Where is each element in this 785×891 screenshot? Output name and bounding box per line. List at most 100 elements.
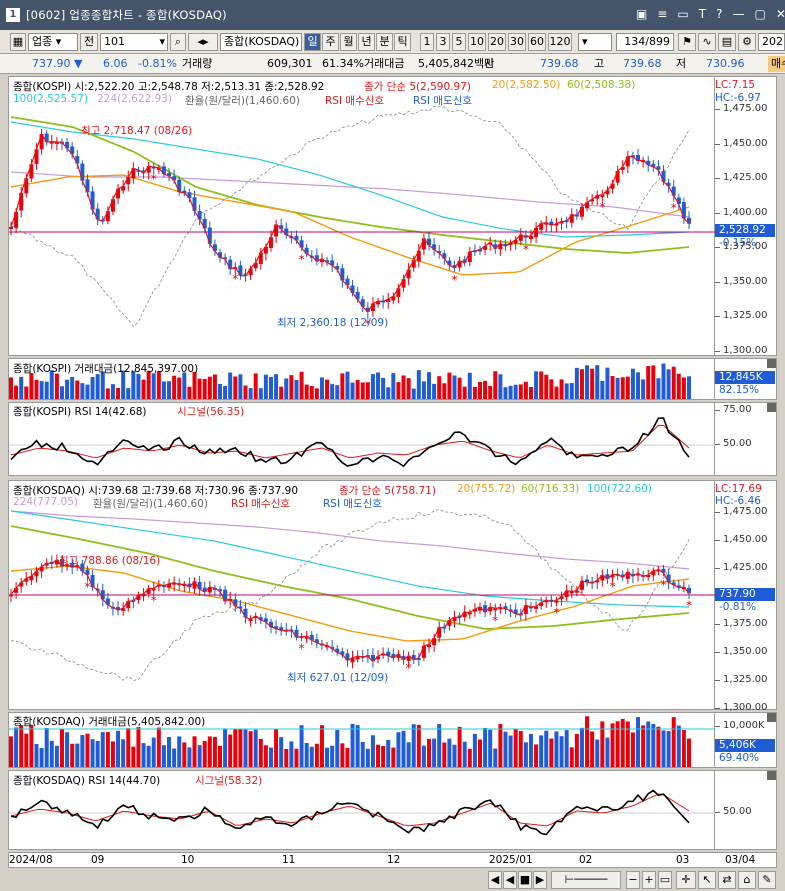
stop-icon[interactable]: ■ [518, 871, 532, 889]
kosdaq-volume-scale: 10,000K 5,406K 69.40% [715, 712, 777, 768]
ma5-line [10, 132, 690, 313]
crosshair-icon[interactable]: ✛ [676, 871, 696, 889]
period-button[interactable]: 틱 [394, 33, 411, 51]
volume-bar [116, 730, 121, 767]
candle [569, 214, 574, 223]
all-button[interactable]: 전 [80, 33, 98, 51]
next-icon[interactable]: ▶ [533, 871, 547, 889]
sound-icon[interactable]: ◂▸ [188, 33, 218, 51]
screen-icon[interactable]: ▣ [636, 7, 648, 21]
period-button[interactable]: 년 [358, 33, 375, 51]
save-icon[interactable]: ▤ [718, 33, 736, 51]
code-input[interactable]: 101 ▾ [100, 33, 168, 51]
interval-button[interactable]: 30 [508, 33, 526, 51]
nums-dropdown[interactable]: ▾ [578, 33, 612, 51]
prev-icon[interactable]: ◀ [503, 871, 517, 889]
arrow-icon[interactable]: ↖ [698, 871, 716, 889]
bookmark-icon[interactable]: ⚑ [678, 33, 696, 51]
candle [681, 587, 686, 590]
interval-button[interactable]: 20 [488, 33, 506, 51]
candle [687, 217, 691, 224]
tool-icon[interactable]: ✎ [758, 871, 776, 889]
year-field[interactable]: 2025 [758, 33, 785, 51]
period-button[interactable]: 분 [376, 33, 393, 51]
rsi-buy-signal: * [492, 613, 498, 627]
candle [100, 590, 105, 600]
candle [503, 606, 508, 609]
interval-button[interactable]: 10 [468, 33, 486, 51]
search-icon[interactable]: ⌕ [170, 33, 186, 51]
menu-icon[interactable]: ≡ [657, 7, 668, 21]
candle [569, 591, 574, 594]
candle [636, 155, 641, 161]
x-axis: 2024/08 09 10 11 12 2025/01 02 03 03/04 [8, 852, 777, 868]
kospi-volume-pane[interactable]: 종합(KOSPI) 거래대금(12,845,397.00) [8, 358, 715, 400]
candle [666, 182, 671, 187]
rsi-buy-signal: * [18, 198, 24, 212]
volume-bar [595, 739, 600, 767]
kospi-rsi-pane[interactable]: 종합(KOSPI) RSI 14(42.68) 시그널(56.35) [8, 402, 716, 476]
close-icon[interactable]: ✕ [775, 7, 785, 21]
volume-bar [49, 370, 54, 399]
volume-bar [314, 743, 319, 767]
draw-icon[interactable]: ⇄ [718, 871, 736, 889]
kospi-price-pane[interactable]: ************ 종합(KOSPI) 시:2,522.20 고:2,54… [8, 76, 716, 356]
candle [309, 634, 314, 641]
volume-bar [44, 381, 49, 399]
volume-bar [579, 727, 584, 767]
fit-icon[interactable]: ▭ [658, 871, 672, 889]
candle [416, 658, 421, 661]
kosdaq-price-pane[interactable]: ************ 종합(KOSDAQ) 시:739.68 고:739.6… [8, 480, 716, 710]
volume-bar [34, 379, 39, 399]
volume-bar [39, 381, 44, 399]
rsi-buy-signal: * [9, 481, 15, 484]
interval-button[interactable]: 1 [420, 33, 434, 51]
kosdaq-price-chart: ************ [9, 481, 716, 681]
zoom-slider[interactable]: ⊢───── [551, 871, 621, 889]
buy-button[interactable]: 매수 [768, 56, 785, 72]
kosdaq-volume-tag: 5,406K [715, 739, 775, 752]
pane-close-icon[interactable] [767, 359, 776, 368]
period-button[interactable]: 주 [322, 33, 339, 51]
window-number: 1 [6, 8, 20, 22]
volume-bar [29, 724, 34, 767]
pane-close-icon[interactable] [767, 403, 776, 412]
kosdaq-price-tick: 1,450.00 [715, 534, 768, 545]
market-select[interactable]: 업종 ▾ [28, 33, 78, 51]
kosdaq-volume-pane[interactable]: 종합(KOSDAQ) 거래대금(5,405,842.00) [8, 712, 716, 768]
maximize-icon[interactable]: ▢ [754, 7, 766, 21]
kosdaq-rsi-pane[interactable]: 종합(KOSDAQ) RSI 14(44.70) 시그널(58.32) [8, 770, 716, 850]
volume-bar [161, 745, 166, 767]
zoom-out-icon[interactable]: − [626, 871, 640, 889]
volume-bar [457, 377, 462, 399]
rsi-buy-signal: * [299, 253, 305, 267]
kospi-lc: LC:7.15 [715, 79, 756, 91]
pane-close-icon[interactable] [767, 713, 776, 722]
chart-type-icon[interactable]: ∿ [698, 33, 716, 51]
minimize-icon[interactable]: — [732, 7, 745, 21]
settings-icon[interactable]: ⚙ [738, 33, 756, 51]
period-button[interactable]: 월 [340, 33, 357, 51]
magnet-icon[interactable]: ⌂ [738, 871, 756, 889]
interval-button[interactable]: 3 [436, 33, 450, 51]
grid-icon[interactable]: ▦ [10, 33, 26, 51]
volume-bar [518, 384, 523, 399]
interval-button[interactable]: 60 [528, 33, 546, 51]
name-field[interactable]: 종합(KOSDAQ) [220, 33, 302, 51]
interval-button[interactable]: 5 [452, 33, 466, 51]
kospi-price-tick: 1,350.00 [715, 275, 768, 287]
period-button[interactable]: 일 [304, 33, 321, 51]
candle [687, 587, 691, 594]
help-icon[interactable]: ? [716, 7, 723, 21]
volume-bar [238, 728, 243, 767]
kospi-volume-pct: 82.15% [719, 384, 760, 396]
pane-close-icon[interactable] [767, 771, 776, 780]
volume-bar [370, 374, 375, 399]
text-icon[interactable]: T [698, 7, 707, 21]
kospi-high-note: 최고 2,718.47 (08/26) [81, 125, 193, 137]
zoom-in-icon[interactable]: + [642, 871, 656, 889]
link-icon[interactable]: ▭ [677, 7, 689, 21]
first-icon[interactable]: ◀ [488, 871, 502, 889]
volume-bar [54, 373, 59, 399]
interval-button[interactable]: 120 [548, 33, 572, 51]
